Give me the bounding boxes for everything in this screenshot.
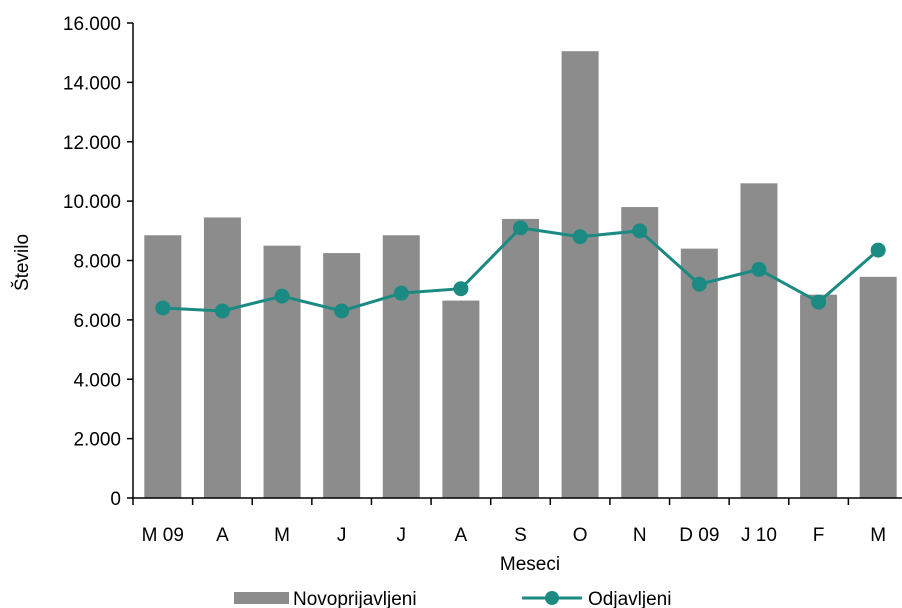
bar-novoprijavljeni [442, 300, 480, 498]
y-axis-title: Število [11, 234, 33, 291]
x-tick-label: J [397, 525, 407, 546]
y-tick-label: 14.000 [63, 73, 121, 94]
bar-novoprijavljeni [382, 235, 420, 498]
point-odjavljeni [274, 288, 290, 304]
x-tick-label: S [514, 525, 527, 546]
bar-novoprijavljeni [621, 207, 659, 498]
x-tick-label: J [337, 525, 347, 546]
legend-label-odjavljeni: Odjavljeni [588, 589, 671, 608]
legend-label-novoprijavljeni: Novoprijavljeni [293, 589, 417, 608]
point-odjavljeni [572, 229, 588, 245]
x-axis-title: Meseci [500, 554, 560, 575]
point-odjavljeni [811, 294, 827, 310]
point-odjavljeni [751, 261, 767, 277]
y-tick-label: 4.000 [73, 370, 121, 391]
bars-group [144, 51, 897, 498]
bar-novoprijavljeni [740, 183, 778, 498]
y-ticks-group: 0 2.000 4.000 6.000 8.000 10.000 12.000 14.000 1… [63, 14, 133, 510]
x-tick-label: M [274, 525, 290, 546]
point-odjavljeni [870, 242, 886, 258]
point-odjavljeni [691, 276, 707, 292]
y-tick-label: 10.000 [63, 192, 121, 213]
point-odjavljeni [393, 285, 409, 301]
bar-novoprijavljeni [144, 235, 182, 498]
x-ticks-group: M 09 A M J J A S O N D 09 J 10 F M [132, 498, 886, 546]
point-odjavljeni [453, 281, 469, 297]
legend-swatch-novoprijavljeni [234, 592, 289, 604]
bar-novoprijavljeni [203, 217, 241, 498]
point-odjavljeni [334, 303, 350, 319]
x-tick-label: N [633, 525, 647, 546]
point-odjavljeni [155, 300, 171, 316]
bar-novoprijavljeni [323, 253, 361, 498]
legend-swatch-odjavljeni-marker [545, 591, 559, 605]
x-tick-label: D 09 [679, 525, 719, 546]
x-tick-label: A [455, 525, 468, 546]
bar-novoprijavljeni [502, 218, 539, 498]
bar-novoprijavljeni [561, 51, 599, 498]
y-tick-label: 8.000 [73, 252, 121, 273]
legend: Novoprijavljeni Odjavljeni [234, 589, 671, 608]
line-series-group [155, 220, 886, 319]
x-tick-label: A [216, 525, 229, 546]
bar-novoprijavljeni [800, 294, 838, 498]
bar-novoprijavljeni [263, 245, 301, 498]
point-odjavljeni [632, 223, 648, 239]
x-tick-label: M 09 [142, 525, 184, 546]
bar-novoprijavljeni [859, 276, 897, 498]
point-odjavljeni [513, 220, 528, 236]
x-tick-label: J 10 [741, 525, 777, 546]
point-odjavljeni [214, 303, 230, 319]
y-tick-label: 12.000 [63, 133, 121, 154]
x-tick-label: M [870, 525, 886, 546]
y-tick-label: 6.000 [73, 311, 121, 332]
y-tick-label: 0 [110, 489, 121, 510]
x-tick-label: O [573, 525, 588, 546]
y-tick-label: 2.000 [73, 430, 121, 451]
y-tick-label: 16.000 [63, 14, 121, 35]
x-tick-label: F [813, 525, 825, 546]
